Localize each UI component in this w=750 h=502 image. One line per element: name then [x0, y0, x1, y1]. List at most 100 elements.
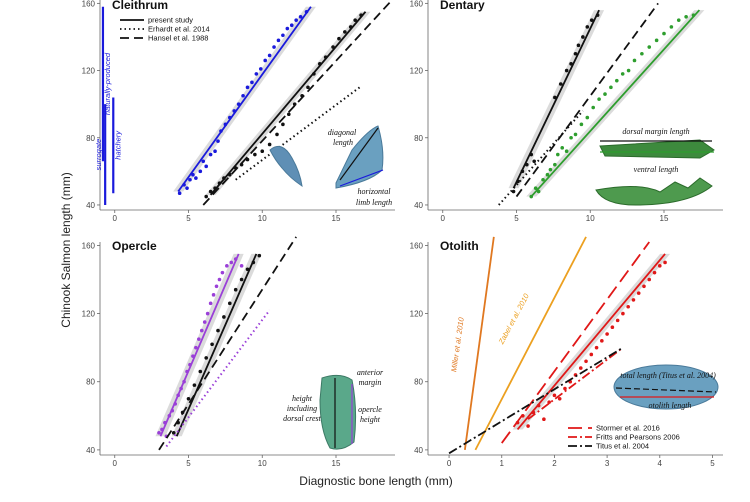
data-point	[294, 18, 298, 22]
data-point	[199, 170, 203, 174]
data-point	[553, 163, 557, 167]
data-point	[240, 264, 244, 268]
opercle-annotation: height	[292, 394, 313, 403]
data-point	[275, 133, 279, 137]
y-tick-label: 120	[410, 310, 424, 319]
opercle-annotation: including	[287, 404, 317, 413]
panels: 0 5 10 154080120160 Cleithrumpresent studyEr…	[82, 0, 723, 468]
data-point	[305, 10, 309, 14]
data-point	[577, 44, 581, 48]
data-point	[312, 72, 316, 76]
data-point	[168, 414, 172, 418]
data-point	[172, 431, 176, 435]
data-point	[286, 27, 290, 31]
data-point	[556, 153, 560, 157]
data-point	[240, 278, 244, 282]
data-point	[516, 180, 520, 184]
data-point	[216, 139, 220, 143]
data-point	[580, 123, 584, 127]
data-point	[241, 94, 245, 98]
panel-opercle: 0 5 10 154080120160 Opercleanteriormarginhei…	[82, 237, 395, 468]
data-point	[653, 271, 657, 275]
data-point	[529, 195, 533, 199]
data-point	[246, 86, 250, 90]
data-point	[586, 116, 590, 120]
data-point	[597, 97, 601, 101]
data-point	[255, 72, 259, 76]
data-point	[219, 129, 223, 133]
data-point	[182, 183, 186, 187]
data-point	[526, 424, 530, 428]
data-point	[359, 13, 363, 17]
data-point	[569, 136, 573, 140]
data-point	[692, 13, 696, 17]
y-tick-label: 40	[86, 446, 95, 455]
x-tick-label: 4	[658, 459, 663, 468]
data-point	[565, 149, 569, 153]
data-point	[281, 123, 285, 127]
opercle-annotation: dorsal crest	[283, 414, 321, 423]
opercle-bone-illustration	[320, 375, 356, 449]
data-point	[263, 59, 267, 63]
data-point	[318, 62, 322, 66]
y-tick-label: 160	[410, 241, 424, 250]
data-point	[160, 428, 164, 432]
x-tick-label: 5	[710, 459, 715, 468]
data-point	[194, 346, 198, 350]
cleithrum-annotation: diagonal	[328, 128, 357, 137]
data-point	[272, 45, 276, 49]
data-point	[621, 72, 625, 76]
data-point	[600, 339, 604, 343]
range-bar-label: hatchery	[113, 130, 122, 160]
data-point	[590, 353, 594, 357]
legend-label: Stormer et al. 2016	[596, 424, 660, 433]
data-point	[658, 264, 662, 268]
data-point	[586, 25, 590, 29]
legend-label: Erhardt et al. 2014	[148, 25, 210, 34]
data-point	[260, 149, 264, 153]
data-point	[591, 106, 595, 110]
data-point	[277, 39, 281, 43]
data-point	[234, 257, 238, 261]
cleithrum-bone-illustration	[270, 146, 302, 186]
data-point	[595, 346, 599, 350]
data-point	[627, 69, 631, 73]
data-point	[537, 404, 541, 408]
data-point	[560, 146, 564, 150]
data-point	[187, 397, 191, 401]
data-point	[222, 315, 226, 319]
y-tick-label: 40	[414, 201, 423, 210]
data-point	[281, 33, 285, 37]
data-point	[221, 271, 225, 275]
data-point	[626, 305, 630, 309]
data-point	[228, 302, 232, 306]
x-tick-label: 2	[552, 459, 557, 468]
miller-label: Miller et al. 2010	[449, 316, 466, 373]
data-point	[204, 165, 208, 169]
series-line	[502, 242, 650, 443]
data-point	[521, 170, 525, 174]
data-point	[558, 397, 562, 401]
data-point	[534, 186, 538, 190]
x-tick-label: 3	[605, 459, 610, 468]
y-tick-label: 120	[82, 67, 96, 76]
data-point	[549, 168, 553, 172]
data-point	[204, 195, 208, 199]
data-point	[337, 37, 341, 41]
data-point	[590, 18, 594, 22]
data-point	[512, 190, 516, 194]
data-point	[204, 356, 208, 360]
data-point	[349, 25, 353, 29]
data-point	[642, 285, 646, 289]
y-tick-label: 120	[410, 67, 424, 76]
data-point	[542, 417, 546, 421]
data-point	[268, 54, 272, 58]
data-point	[253, 153, 257, 157]
x-tick-label: 0	[447, 459, 452, 468]
data-point	[615, 79, 619, 83]
data-point	[203, 320, 207, 324]
data-point	[662, 32, 666, 36]
opercle-annotation: anterior	[357, 368, 384, 377]
data-point	[670, 25, 674, 29]
